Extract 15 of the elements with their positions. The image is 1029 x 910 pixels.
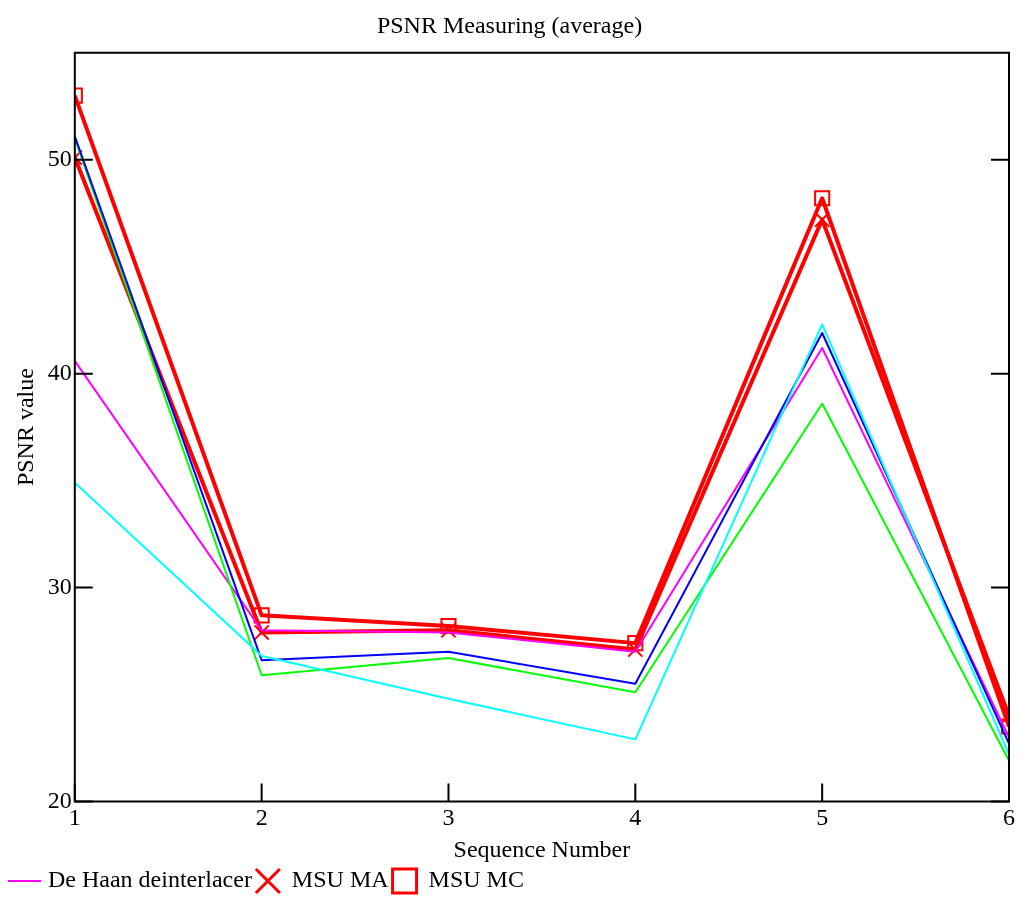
x-tick-label: 4 [629, 804, 642, 831]
legend-label: MSU MA [291, 866, 390, 893]
y-tick-label: 50 [47, 145, 72, 172]
legend-label: MSU MC [428, 866, 524, 893]
x-axis-title: Sequence Number [453, 835, 631, 862]
x-tick-label: 5 [816, 804, 829, 831]
y-tick-label: 20 [47, 786, 72, 813]
y-tick-label: 30 [47, 572, 72, 599]
x-tick-label: 2 [255, 804, 268, 831]
y-axis-title: PSNR value [11, 368, 38, 487]
x-tick-label: 3 [442, 804, 455, 831]
y-tick-label: 40 [47, 358, 72, 385]
legend-label: De Haan deinterlacer [48, 866, 252, 893]
x-tick-label: 6 [1003, 804, 1015, 831]
chart-title: PSNR Measuring (average) [376, 11, 643, 38]
